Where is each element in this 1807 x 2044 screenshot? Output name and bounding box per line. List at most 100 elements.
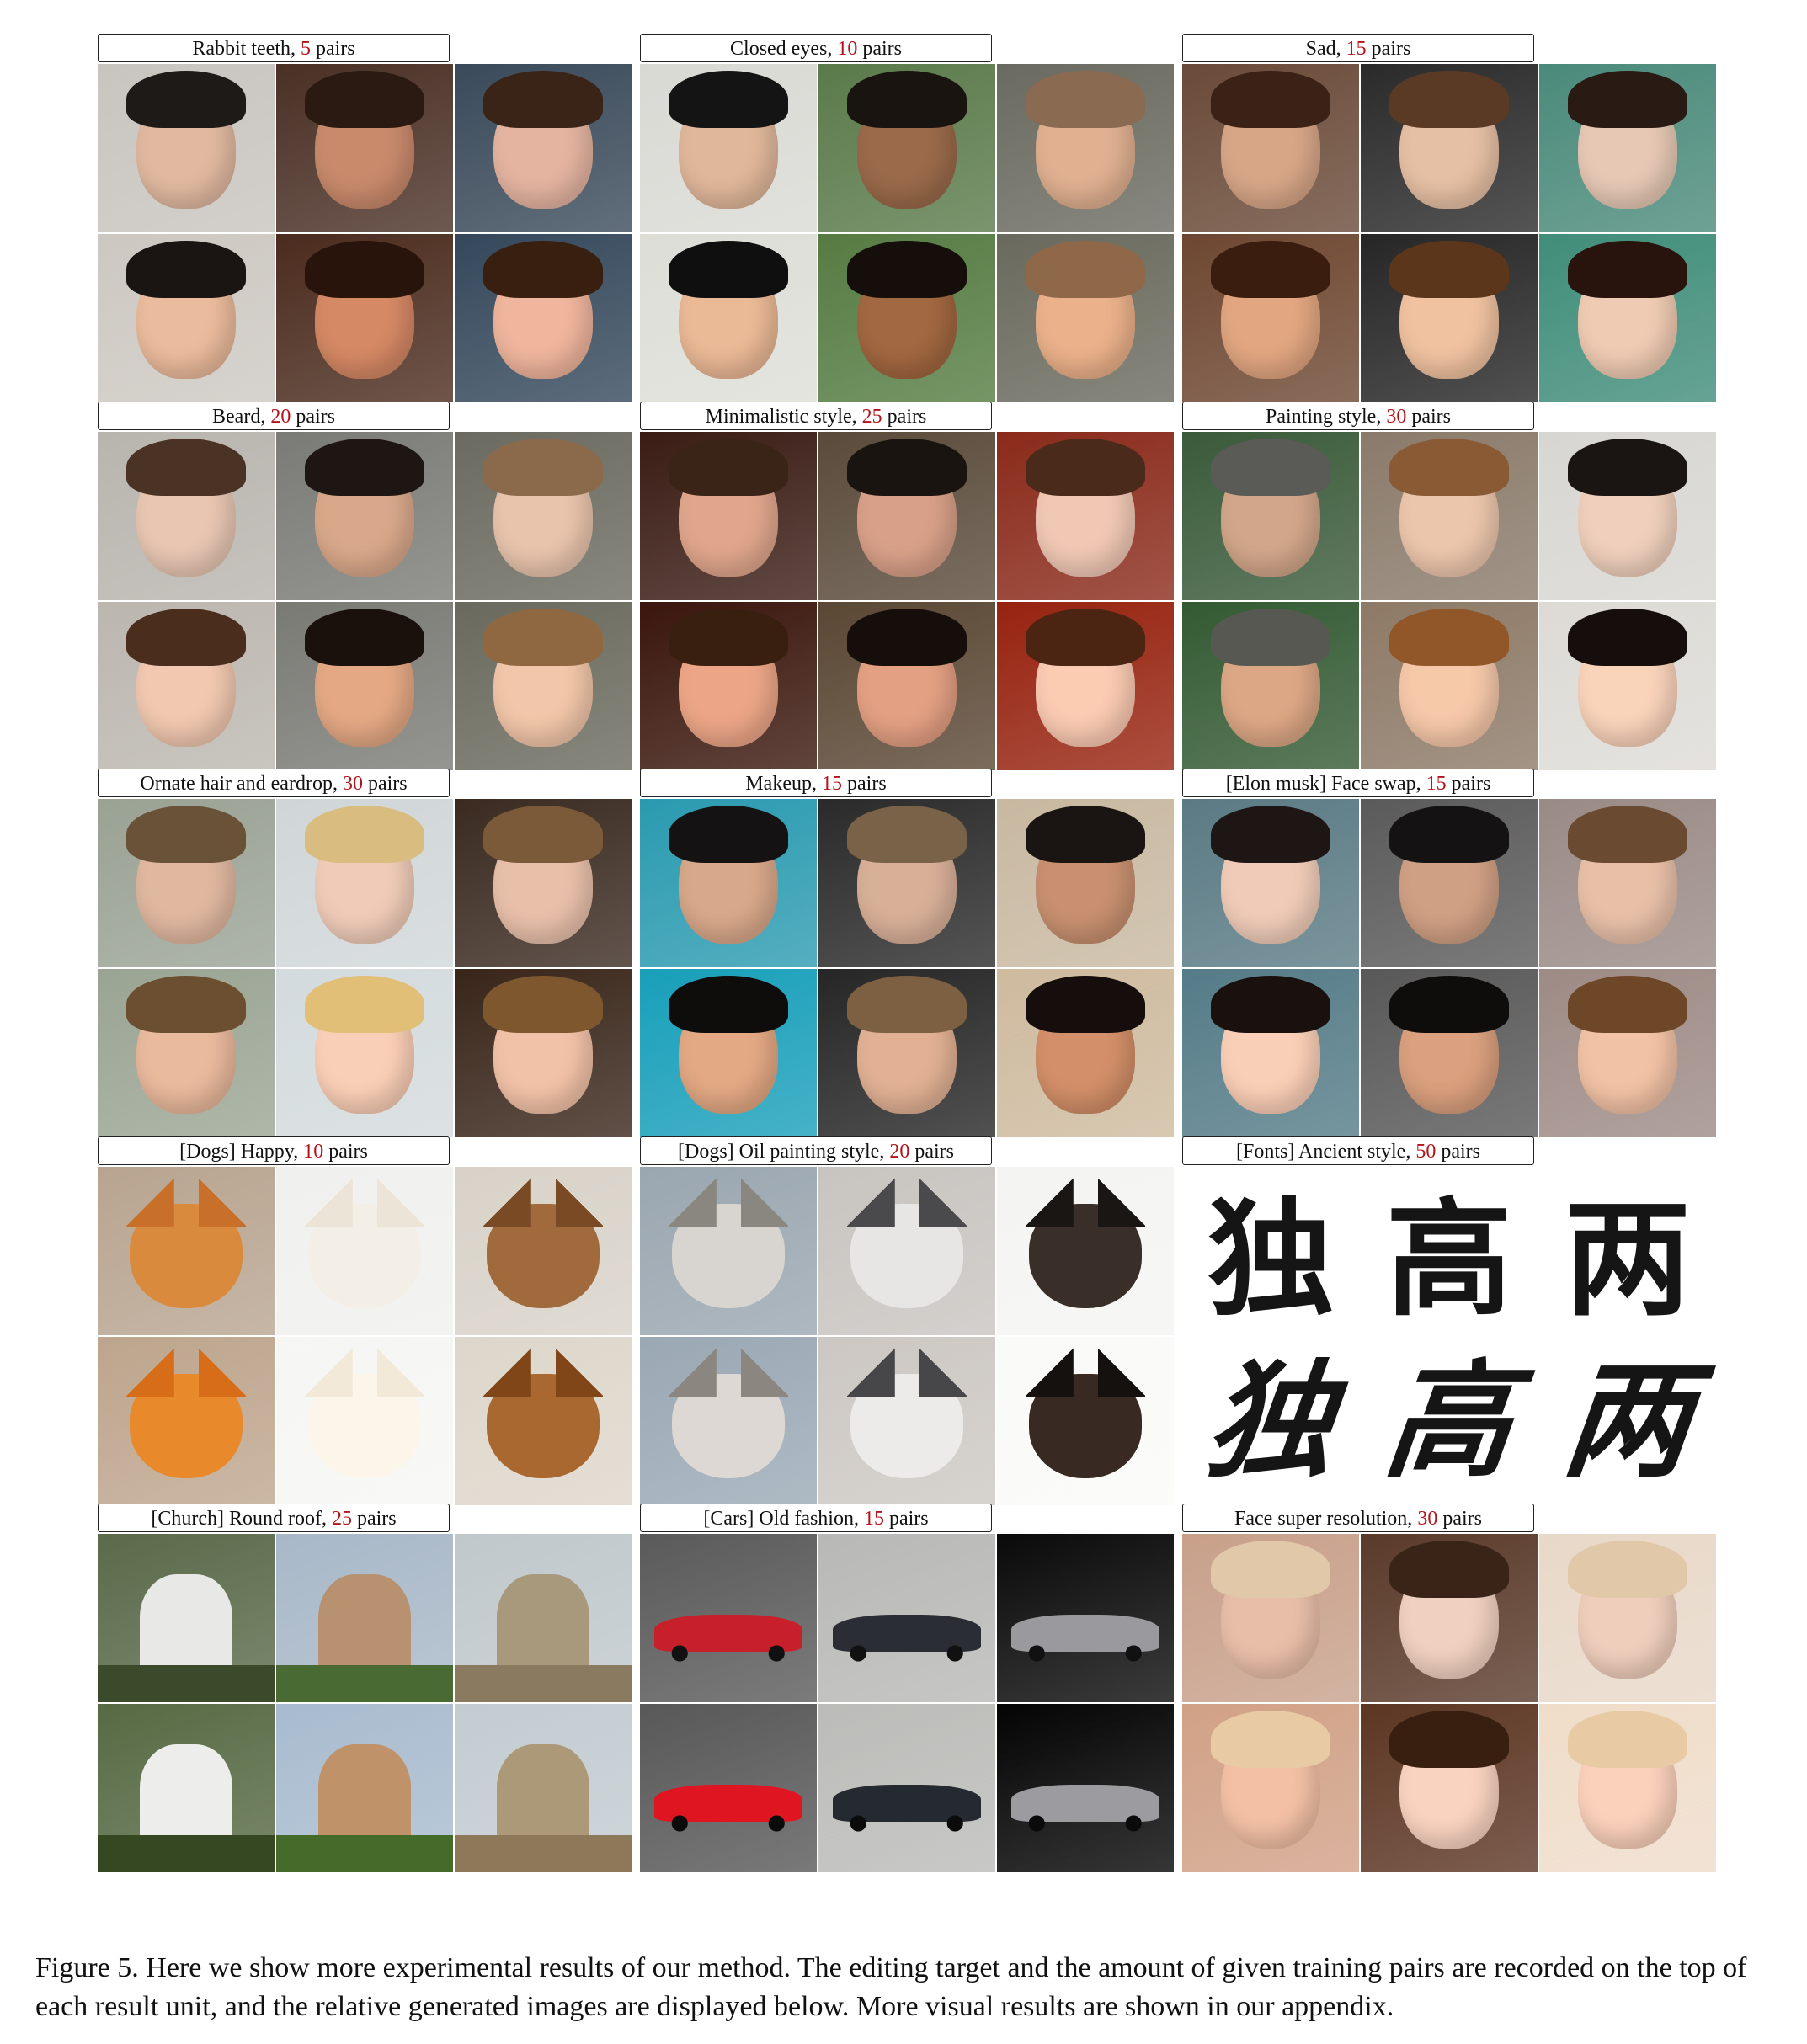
- generated-image: [1182, 602, 1359, 770]
- input-image: [1361, 799, 1538, 967]
- input-image: [276, 432, 453, 600]
- generated-image: [455, 969, 632, 1137]
- unit-label-pairs-word: pairs: [291, 406, 335, 428]
- generated-image: [98, 234, 275, 402]
- generated-image: [818, 1337, 995, 1505]
- input-image: [818, 432, 995, 600]
- input-image: [455, 64, 632, 232]
- unit-label-pair-count: 10: [303, 1141, 324, 1163]
- unit-label-target: [Cars] Old fashion,: [703, 1508, 864, 1530]
- unit-label-pairs-word: pairs: [362, 773, 408, 795]
- input-image: [1182, 64, 1359, 232]
- generated-image: [997, 1337, 1174, 1505]
- source-glyph: 两: [1564, 1185, 1691, 1333]
- generated-image: [276, 602, 453, 770]
- generated-image: [1361, 1704, 1538, 1872]
- generated-image: [276, 1337, 453, 1505]
- unit-label-pair-count: 25: [861, 406, 882, 428]
- unit-label-pairs-word: pairs: [1366, 38, 1411, 60]
- generated-image: [98, 969, 275, 1137]
- unit-label-pair-count: 15: [863, 1508, 884, 1530]
- unit-label-pair-count: 10: [837, 38, 858, 60]
- unit-label: [Dogs] Happy, 10 pairs: [98, 1136, 450, 1165]
- generated-image: [1182, 1704, 1359, 1872]
- unit-label: Rabbit teeth, 5 pairs: [98, 34, 450, 62]
- input-image: [640, 1534, 817, 1702]
- unit-label-pairs-word: pairs: [883, 1508, 929, 1530]
- generated-image: [997, 969, 1174, 1137]
- input-image: [1539, 799, 1716, 967]
- unit-label-pairs-word: pairs: [323, 1141, 368, 1163]
- generated-image: [640, 602, 817, 770]
- unit-label-target: [Dogs] Oil painting style,: [678, 1141, 890, 1163]
- generated-glyph: 高: [1378, 1347, 1521, 1495]
- unit-label-pair-count: 30: [1386, 406, 1407, 428]
- unit-label-fonts: [Fonts] Ancient style, 50 pairs: [1182, 1136, 1534, 1165]
- source-glyph: 独: [1207, 1185, 1334, 1333]
- input-image: [1539, 64, 1716, 232]
- unit-label-pairs-word: pairs: [909, 1141, 954, 1163]
- generated-glyph: 两: [1556, 1347, 1699, 1495]
- unit-label-target: Beard,: [212, 406, 271, 428]
- unit-label: [Church] Round roof, 25 pairs: [98, 1504, 450, 1532]
- generated-image: [455, 602, 632, 770]
- input-image: [276, 1534, 453, 1702]
- unit-label: [Cars] Old fashion, 15 pairs: [640, 1504, 992, 1532]
- input-image: [1361, 1534, 1538, 1702]
- figure-caption: Figure 5. Here we show more experimental…: [35, 1952, 1747, 2022]
- unit-label-target: [Church] Round roof,: [151, 1508, 332, 1530]
- input-image: [276, 1167, 453, 1335]
- generated-image: [997, 602, 1174, 770]
- generated-image: [640, 234, 817, 402]
- generated-image: [455, 234, 632, 402]
- unit-label-pairs-word: pairs: [1437, 1508, 1482, 1530]
- unit-label: [Elon musk] Face swap, 15 pairs: [1182, 769, 1534, 797]
- unit-label-target: Face super resolution,: [1234, 1508, 1418, 1530]
- input-image: [455, 799, 632, 967]
- input-image: [455, 1534, 632, 1702]
- generated-image: [276, 969, 453, 1137]
- input-image: [98, 1534, 275, 1702]
- unit-label-target: Makeup,: [745, 773, 822, 795]
- input-image: [98, 432, 275, 600]
- input-image: [997, 64, 1174, 232]
- input-image: [1539, 1534, 1716, 1702]
- generated-image: [455, 1704, 632, 1872]
- unit-label: Ornate hair and eardrop, 30 pairs: [98, 769, 450, 797]
- source-glyph: 高: [1385, 1185, 1512, 1333]
- unit-label-pair-count: 30: [1417, 1508, 1438, 1530]
- unit-label-target: Minimalistic style,: [705, 406, 862, 428]
- generated-image: [997, 1704, 1174, 1872]
- input-image: [818, 64, 995, 232]
- unit-label-pairs-word: pairs: [1436, 1141, 1480, 1163]
- generated-image: [1539, 234, 1716, 402]
- unit-label-pairs-word: pairs: [842, 773, 887, 795]
- generated-image: [276, 234, 453, 402]
- unit-label-target: Ornate hair and eardrop,: [140, 773, 343, 795]
- unit-label-target: Rabbit teeth,: [192, 38, 301, 60]
- generated-image: [818, 234, 995, 402]
- generated-image: [276, 1704, 453, 1872]
- generated-image: [1182, 234, 1359, 402]
- generated-image: [1539, 969, 1716, 1137]
- input-image: [640, 64, 817, 232]
- unit-label: Face super resolution, 30 pairs: [1182, 1504, 1534, 1532]
- unit-label: Sad, 15 pairs: [1182, 34, 1534, 62]
- generated-image: [818, 602, 995, 770]
- input-image: [997, 799, 1174, 967]
- unit-label-pairs-word: pairs: [882, 406, 927, 428]
- unit-label: Closed eyes, 10 pairs: [640, 34, 992, 62]
- generated-image: [1361, 234, 1538, 402]
- unit-label: Painting style, 30 pairs: [1182, 402, 1534, 430]
- input-image: [1539, 432, 1716, 600]
- generated-image: [640, 1704, 817, 1872]
- input-image: [276, 799, 453, 967]
- input-image: [98, 64, 275, 232]
- input-image: [98, 1167, 275, 1335]
- input-image: [818, 799, 995, 967]
- generated-image: [640, 1337, 817, 1505]
- unit-label-target: [Dogs] Happy,: [179, 1141, 304, 1163]
- unit-label-pair-count: 30: [342, 773, 363, 795]
- input-image: [640, 1167, 817, 1335]
- input-image: [1182, 432, 1359, 600]
